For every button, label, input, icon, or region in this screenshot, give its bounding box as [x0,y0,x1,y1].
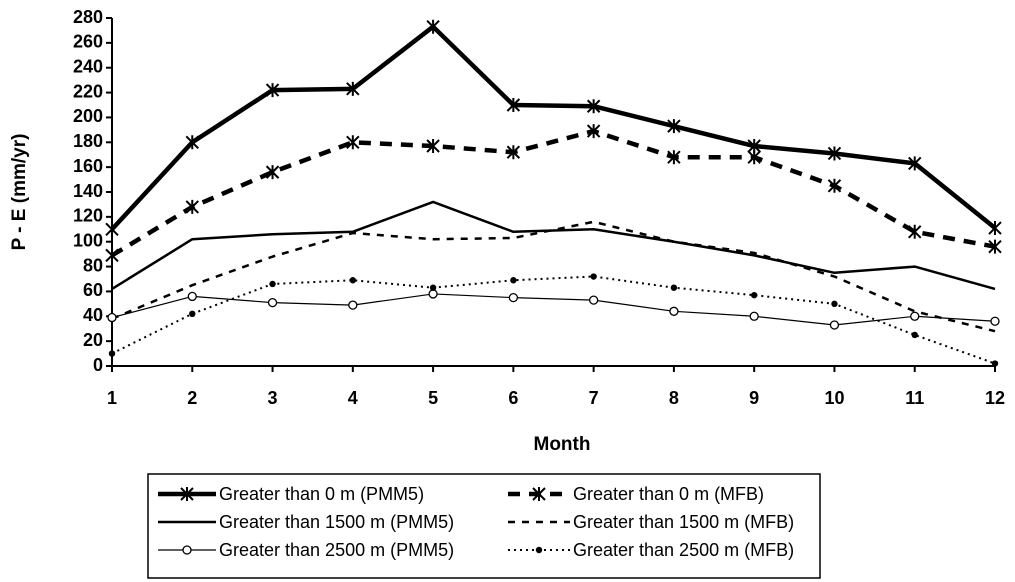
marker [588,295,599,305]
marker [908,156,922,171]
marker [346,81,360,96]
y-tick-label: 280 [73,7,103,27]
marker [747,150,761,165]
marker [349,277,357,284]
marker [265,165,280,180]
marker [108,350,116,357]
x-axis-label: Month [534,434,591,455]
marker [265,83,280,98]
series-line [111,275,996,365]
x-tick-label: 1 [107,388,117,408]
x-tick-label: 10 [824,388,844,408]
x-tick-label: 7 [589,388,599,408]
x-tick-label: 3 [268,388,278,408]
y-tick-label: 260 [73,32,103,52]
marker [508,292,519,303]
marker [185,199,199,214]
series-line [111,200,996,291]
legend-marker [535,546,543,554]
y-tick-label: 0 [93,355,103,375]
x-tick-label: 12 [985,388,1005,408]
legend-label: Greater than 2500 m (MFB) [573,540,794,560]
x-tick-label: 6 [508,388,518,408]
series-line [111,293,996,326]
marker [346,135,360,150]
marker [908,224,922,239]
marker [669,306,679,316]
legend-marker [182,545,192,555]
marker [586,124,601,139]
marker [910,311,920,321]
x-tick-label: 5 [428,388,438,408]
marker [189,310,196,317]
marker [990,316,1000,326]
marker [988,239,1002,254]
marker [831,300,838,308]
marker [827,146,842,161]
marker [670,284,678,291]
marker [911,331,918,339]
marker [105,222,119,237]
marker [426,19,440,34]
marker [749,311,759,321]
marker [667,119,681,134]
marker [988,221,1002,236]
y-tick-label: 80 [83,255,103,275]
marker [586,99,601,114]
marker [429,284,437,291]
y-tick-label: 40 [83,305,103,325]
marker [750,291,758,299]
marker [590,273,597,280]
marker [426,139,440,154]
y-tick-label: 200 [73,106,103,126]
x-tick-label: 4 [348,388,358,408]
series-line [110,24,997,231]
marker [506,98,521,112]
legend-marker [532,487,546,501]
legend-label: Greater than 1500 m (PMM5) [219,512,454,532]
legend-label: Greater than 0 m (PMM5) [219,484,424,504]
x-tick-label: 11 [905,388,924,408]
marker [185,135,199,150]
marker [667,150,681,165]
marker [267,297,278,308]
legend-box [147,473,821,579]
marker [105,248,119,263]
marker [827,178,842,193]
y-tick-label: 240 [73,56,103,76]
x-tick-label: 2 [187,388,197,408]
marker [506,145,521,160]
marker [187,291,197,302]
legend-label: Greater than 1500 m (MFB) [573,512,794,532]
legend-label: Greater than 2500 m (PMM5) [219,540,454,560]
y-tick-label: 100 [73,230,103,250]
marker [829,320,840,330]
marker [991,360,999,367]
y-tick-label: 180 [73,131,103,151]
legend-marker [180,487,194,501]
y-axis-label: P - E (mm/yr) [9,134,30,251]
x-tick-label: 8 [669,388,679,408]
marker [428,289,438,299]
y-tick-label: 60 [83,280,103,300]
y-tick-label: 160 [73,156,103,176]
y-tick-label: 120 [73,206,103,226]
y-tick-label: 140 [73,181,103,201]
marker [269,280,276,288]
marker [510,277,517,284]
legend-label: Greater than 0 m (MFB) [573,484,764,504]
y-tick-label: 20 [83,330,103,350]
y-tick-label: 220 [73,81,103,101]
marker [348,300,358,310]
marker [107,312,117,323]
series-line [110,128,996,258]
x-tick-label: 9 [749,388,759,408]
series-line [111,220,996,333]
